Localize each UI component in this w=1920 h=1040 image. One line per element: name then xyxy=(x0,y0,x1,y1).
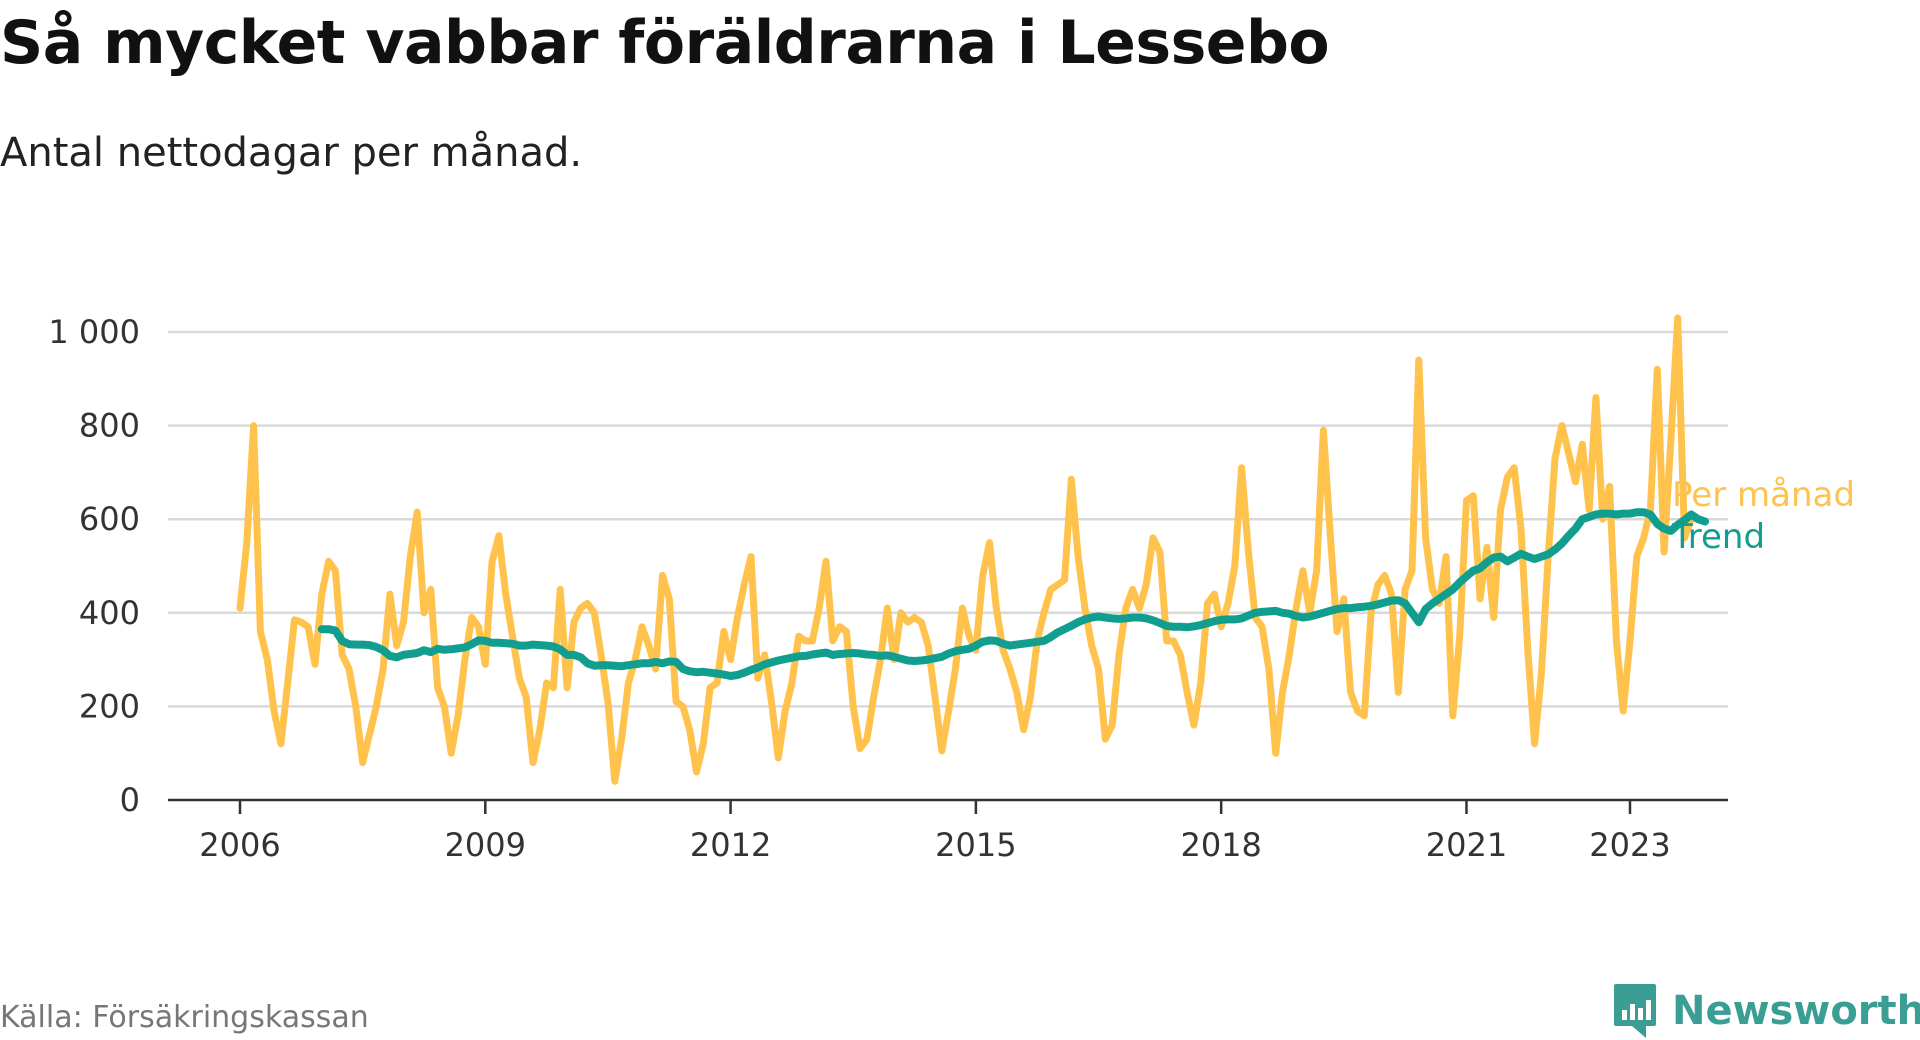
chart-title: Så mycket vabbar föräldrarna i Lessebo xyxy=(0,8,1330,78)
y-tick-label: 0 xyxy=(120,781,140,819)
series-line-trend xyxy=(317,508,1709,680)
y-axis-labels: 0 200 400 600 800 1 000 xyxy=(48,313,140,819)
y-tick-label: 800 xyxy=(79,407,140,445)
series-label-per-manad: Per månad xyxy=(1672,475,1855,515)
source-note: Källa: Försäkringskassan xyxy=(0,1000,369,1035)
x-tick-label: 2021 xyxy=(1426,826,1507,864)
series-label-trend: Trend xyxy=(1671,517,1765,557)
x-tick-label: 2009 xyxy=(445,826,526,864)
y-tick-label: 200 xyxy=(79,687,140,725)
brand-logo: Newsworthy xyxy=(1612,982,1920,1040)
series-lines xyxy=(236,314,1709,785)
y-tick-label: 1 000 xyxy=(48,313,140,351)
brand-name: Newsworthy xyxy=(1672,988,1920,1034)
x-axis xyxy=(168,798,1728,814)
x-tick-label: 2023 xyxy=(1589,826,1670,864)
x-tick-label: 2012 xyxy=(690,826,771,864)
x-tick-label: 2006 xyxy=(199,826,280,864)
x-tick-label: 2015 xyxy=(935,826,1016,864)
newsworthy-chart-bubble-icon xyxy=(1614,984,1656,1038)
y-tick-label: 600 xyxy=(79,500,140,538)
x-tick-label: 2018 xyxy=(1180,826,1261,864)
y-tick-label: 400 xyxy=(79,594,140,632)
series-line-per-manad xyxy=(236,314,1695,785)
x-axis-labels: 2006 2009 2012 2015 2018 2021 2023 xyxy=(199,826,1670,864)
chart-subtitle: Antal nettodagar per månad. xyxy=(0,130,583,176)
